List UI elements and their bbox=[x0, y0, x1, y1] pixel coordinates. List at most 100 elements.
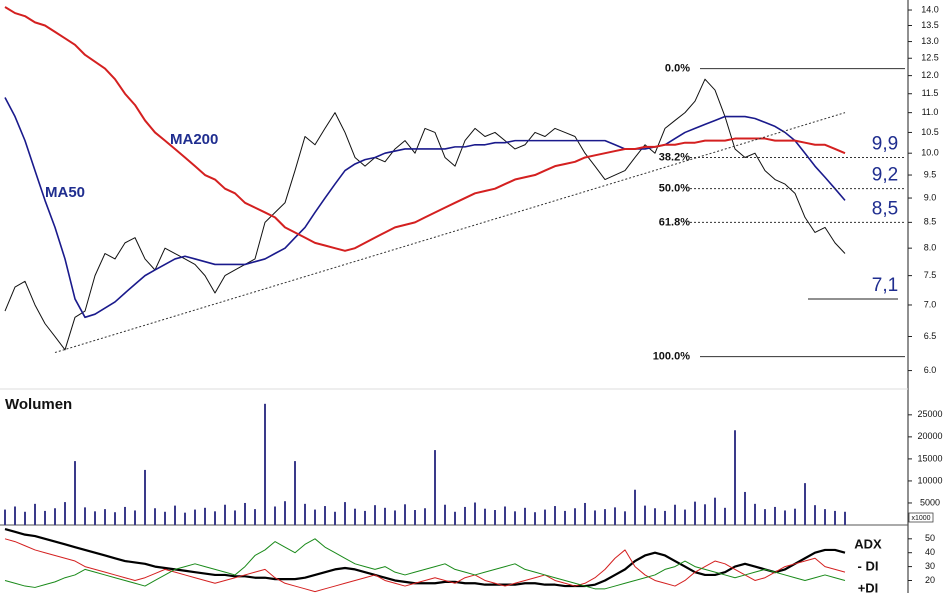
volume-bar bbox=[234, 510, 236, 525]
volume-bar bbox=[44, 510, 46, 525]
series-line bbox=[4, 97, 846, 319]
volume-bar bbox=[844, 511, 846, 525]
volume-bar bbox=[144, 469, 146, 525]
volume-bar bbox=[374, 505, 376, 525]
fib-level-label: 0.0% bbox=[665, 62, 690, 74]
volume-bar bbox=[104, 509, 106, 525]
volume-bar bbox=[464, 506, 466, 525]
fib-level-label: 38.2% bbox=[659, 151, 690, 163]
y-tick-label: 8.5 bbox=[924, 217, 937, 227]
y-tick-label: 14.0 bbox=[921, 4, 939, 14]
legend-label: +DI bbox=[858, 580, 879, 593]
volume-bar bbox=[674, 504, 676, 525]
volume-bar bbox=[624, 511, 626, 525]
volume-bar bbox=[334, 511, 336, 525]
y-tick-label: 20000 bbox=[917, 431, 942, 441]
volume-bar bbox=[124, 506, 126, 525]
volume-bar bbox=[64, 502, 66, 525]
y-tick-label: 6.5 bbox=[924, 331, 937, 341]
unit-box bbox=[908, 512, 934, 523]
y-tick-label: 13.0 bbox=[921, 36, 939, 46]
volume-bar bbox=[834, 510, 836, 525]
volume-bar bbox=[504, 506, 506, 525]
volume-bar bbox=[544, 509, 546, 525]
y-tick-label: 8.0 bbox=[924, 243, 937, 253]
volume-bar bbox=[24, 511, 26, 525]
volume-bar bbox=[474, 502, 476, 525]
volume-bar bbox=[814, 505, 816, 525]
volume-bar bbox=[94, 511, 96, 525]
volume-bar bbox=[134, 510, 136, 525]
volume-bar bbox=[34, 503, 36, 525]
volume-bar bbox=[424, 508, 426, 525]
volume-bar bbox=[4, 509, 6, 525]
y-tick-label: 50 bbox=[925, 533, 935, 543]
volume-bar bbox=[274, 506, 276, 525]
volume-bar bbox=[574, 508, 576, 525]
y-tick-label: 9.0 bbox=[924, 192, 937, 202]
price-label: 9,9 bbox=[872, 133, 898, 154]
y-tick-label: 25000 bbox=[917, 409, 942, 419]
volume-bar bbox=[754, 503, 756, 525]
y-tick-label: 6.0 bbox=[924, 365, 937, 375]
series-line bbox=[4, 538, 846, 590]
y-tick-label: 11.0 bbox=[922, 107, 939, 117]
volume-bar bbox=[54, 508, 56, 525]
volume-bar bbox=[294, 461, 296, 525]
legend-label: - DI bbox=[858, 558, 879, 573]
y-tick-label: 13.5 bbox=[921, 20, 939, 30]
volume-bar bbox=[364, 510, 366, 525]
volume-bar bbox=[684, 509, 686, 525]
volume-bar bbox=[384, 507, 386, 525]
fib-level-label: 61.8% bbox=[659, 216, 690, 228]
volume-bar bbox=[554, 506, 556, 525]
volume-bar bbox=[404, 504, 406, 525]
series-line bbox=[4, 6, 846, 252]
volume-bar bbox=[304, 503, 306, 525]
volume-bar bbox=[654, 508, 656, 525]
volume-bar bbox=[434, 450, 436, 525]
y-tick-label: 11.5 bbox=[922, 88, 939, 98]
volume-bar bbox=[264, 403, 266, 525]
volume-bar bbox=[794, 508, 796, 525]
y-tick-label: 7.5 bbox=[924, 270, 937, 280]
y-tick-label: 30 bbox=[925, 561, 935, 571]
legend-label: ADX bbox=[854, 536, 882, 551]
volume-bar bbox=[194, 509, 196, 525]
volume-bar bbox=[704, 504, 706, 525]
volume-bar bbox=[694, 501, 696, 525]
volume-bar bbox=[664, 510, 666, 525]
series-label: MA50 bbox=[45, 184, 85, 201]
panel-title: Wolumen bbox=[5, 396, 72, 413]
volume-bar bbox=[214, 511, 216, 525]
volume-bar bbox=[784, 510, 786, 525]
price-label: 7,1 bbox=[872, 275, 898, 296]
price-label: 8,5 bbox=[872, 198, 898, 219]
volume-bar bbox=[634, 489, 636, 525]
series-label: MA200 bbox=[170, 131, 218, 148]
volume-bar bbox=[414, 510, 416, 525]
volume-bar bbox=[14, 506, 16, 525]
volume-bar bbox=[734, 430, 736, 525]
volume-bar bbox=[584, 502, 586, 525]
volume-bar bbox=[174, 505, 176, 525]
volume-bar bbox=[494, 510, 496, 525]
volume-bar bbox=[314, 509, 316, 525]
volume-bar bbox=[524, 507, 526, 525]
y-tick-label: 12.0 bbox=[921, 70, 939, 80]
volume-bar bbox=[84, 507, 86, 525]
volume-bar bbox=[344, 502, 346, 525]
volume-bar bbox=[764, 509, 766, 525]
volume-bar bbox=[244, 502, 246, 525]
volume-bar bbox=[284, 501, 286, 525]
volume-bar bbox=[324, 506, 326, 525]
y-tick-label: 12.5 bbox=[921, 53, 939, 63]
series-line bbox=[4, 78, 846, 351]
y-tick-label: 10.0 bbox=[921, 148, 939, 158]
volume-bar bbox=[254, 509, 256, 525]
volume-bar bbox=[534, 512, 536, 525]
volume-bar bbox=[204, 507, 206, 525]
y-tick-label: 40 bbox=[925, 547, 935, 557]
y-tick-label: 20 bbox=[925, 575, 935, 585]
